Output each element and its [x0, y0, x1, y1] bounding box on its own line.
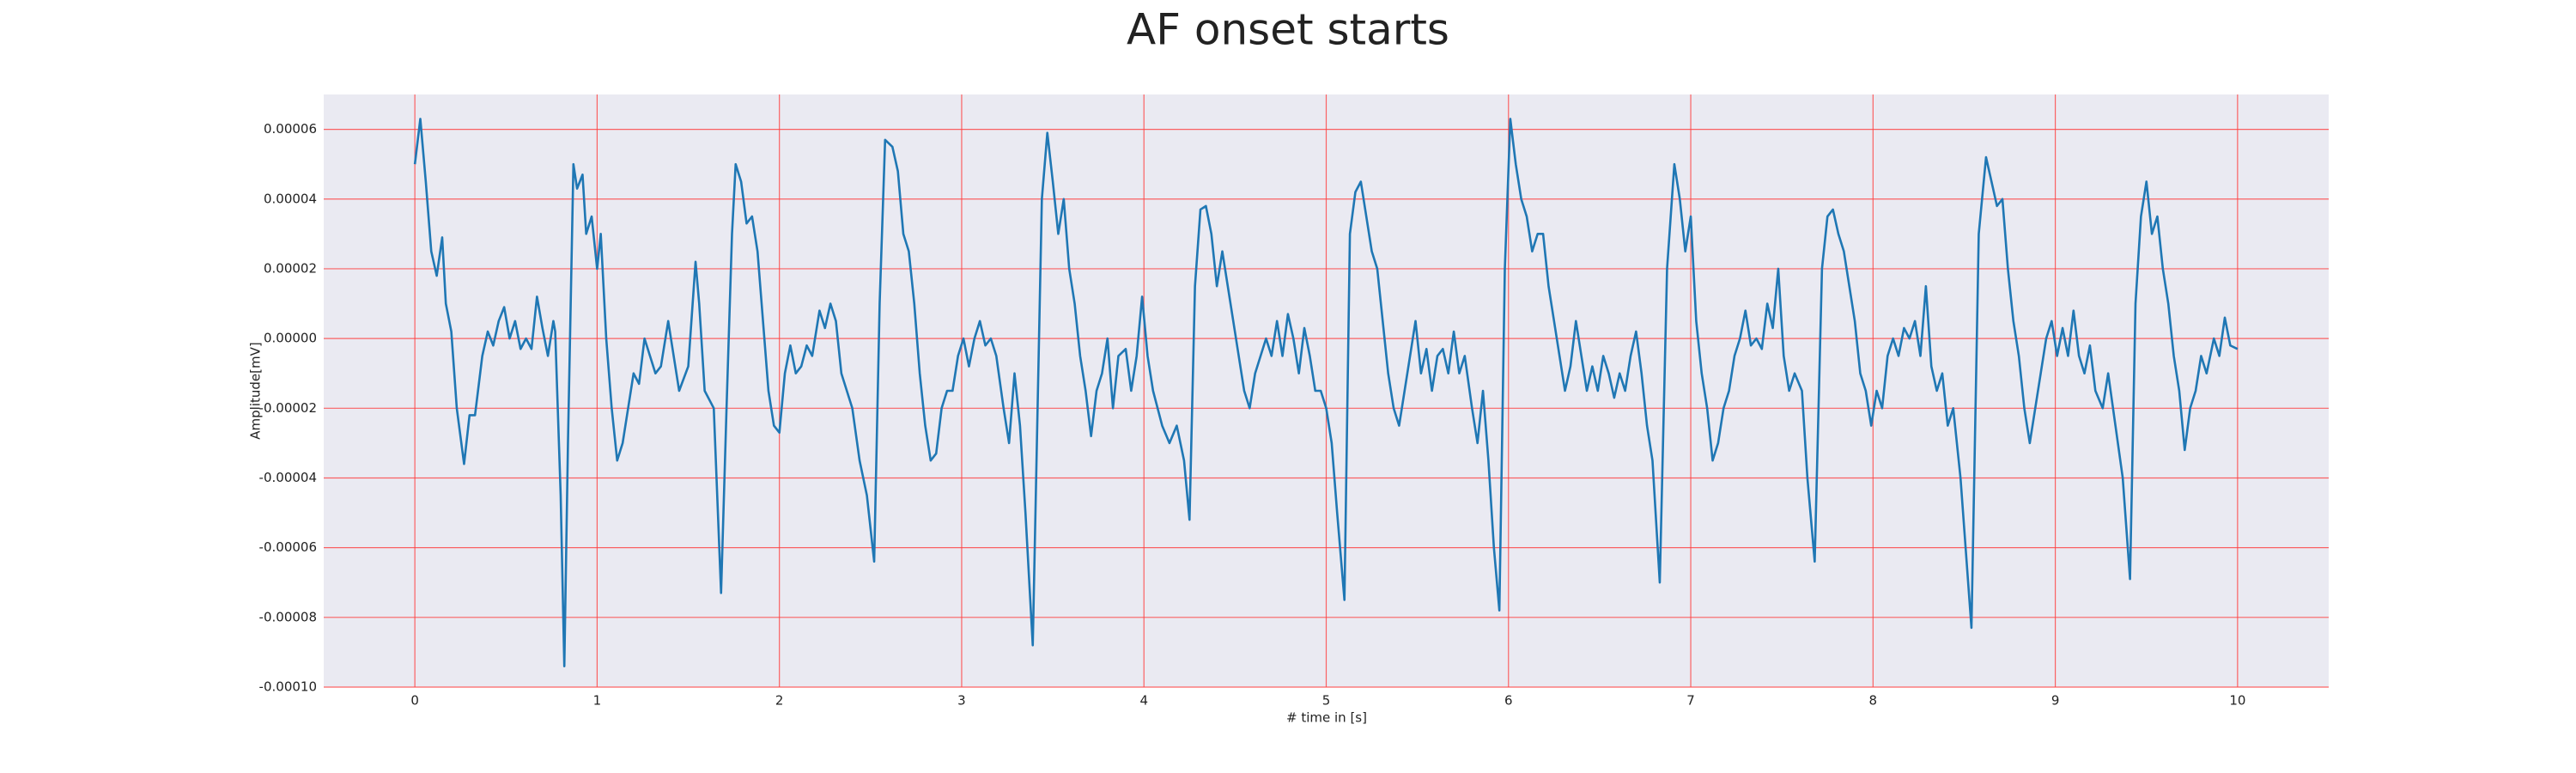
marks — [413, 118, 2239, 667]
x-tick-label: 4 — [1139, 693, 1148, 709]
x-tick-label: 2 — [775, 693, 784, 709]
y-axis-label: Amplitude[mV] — [248, 342, 264, 439]
y-tick-label: 0.00000 — [264, 331, 317, 346]
x-tick-label: 8 — [1869, 693, 1878, 709]
y-tick-label: 0.00004 — [264, 191, 317, 206]
y-tick-label: -0.00008 — [259, 609, 317, 624]
x-tick-label: 10 — [2229, 693, 2245, 709]
y-tick-label: -0.00010 — [259, 679, 317, 695]
x-tick-label: 0 — [410, 693, 419, 709]
y-tick-label: 0.00002 — [264, 260, 317, 276]
x-tick-label: 1 — [593, 693, 602, 709]
x-tick-label: 3 — [957, 693, 966, 709]
x-tick-label: 9 — [2051, 693, 2060, 709]
signal-line — [413, 118, 2239, 667]
x-tick-label: 6 — [1504, 693, 1513, 709]
labels: 0 1 2 3 4 5 6 7 8 9 10 -0.00010 -0.00008 -0.00006 -0.0… — [259, 121, 2246, 708]
y-tick-label: -0.00002 — [259, 400, 317, 416]
y-tick-label: -0.00004 — [259, 470, 317, 485]
chart-title: AF onset starts — [1127, 5, 1449, 55]
y-tick-label: 0.00006 — [264, 121, 317, 137]
x-axis-label: # time in [s] — [1286, 710, 1367, 726]
y-tick-label: -0.00006 — [259, 539, 317, 555]
x-tick-label: 7 — [1686, 693, 1695, 709]
x-tick-label: 5 — [1322, 693, 1331, 709]
